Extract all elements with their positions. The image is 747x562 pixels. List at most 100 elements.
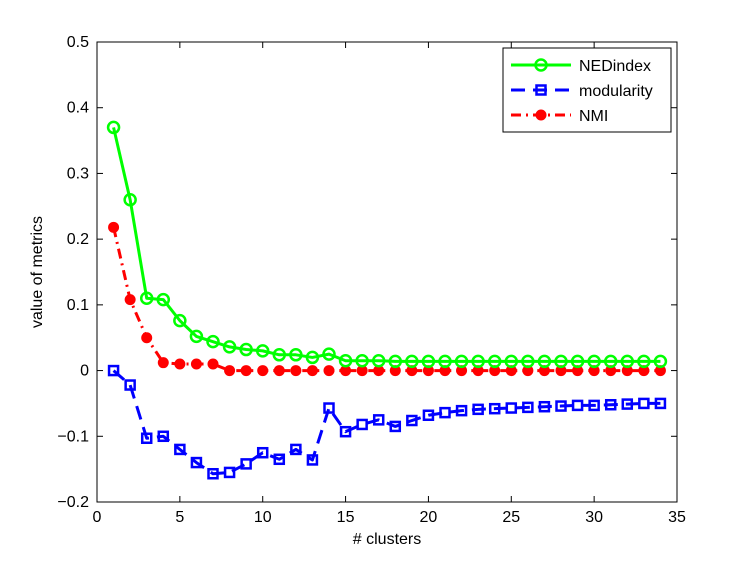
x-tick-label: 10 bbox=[254, 509, 272, 526]
legend-label-nedindex: NEDindex bbox=[579, 58, 651, 75]
y-tick-label: 0.1 bbox=[67, 297, 89, 314]
tick-layer: 0 5 10 15 20 25 30 35 −0.2 −0.1 0 0.1 0.2 0.3 0.4 0.5 bbox=[57, 34, 686, 526]
data-point-modularity bbox=[240, 458, 252, 470]
data-point-nedindex bbox=[603, 354, 618, 369]
series-line-modularity bbox=[112, 369, 661, 476]
data-point-nmi bbox=[638, 365, 650, 377]
x-tick-label: 20 bbox=[420, 509, 438, 526]
data-point-modularity bbox=[505, 402, 518, 414]
data-point-nedindex bbox=[504, 354, 519, 369]
data-point-modularity bbox=[488, 402, 501, 415]
series-nmi bbox=[108, 221, 666, 377]
data-point-nedindex bbox=[388, 354, 403, 369]
data-point-nedindex bbox=[173, 313, 187, 328]
data-point-modularity bbox=[422, 409, 435, 422]
series-nedindex bbox=[106, 120, 668, 369]
data-point-nmi bbox=[224, 365, 236, 377]
data-point-nmi bbox=[538, 365, 550, 377]
data-point-modularity bbox=[290, 443, 302, 456]
data-point-nmi bbox=[605, 365, 617, 377]
series-modularity bbox=[107, 364, 667, 480]
data-point-modularity bbox=[654, 397, 667, 410]
y-tick-label: −0.2 bbox=[57, 494, 89, 511]
y-tick-label: 0.5 bbox=[67, 34, 89, 51]
data-point-modularity bbox=[124, 379, 136, 391]
data-point-nedindex bbox=[371, 353, 386, 368]
data-point-nmi bbox=[422, 365, 434, 377]
data-point-modularity bbox=[638, 397, 650, 410]
data-point-nedindex bbox=[289, 348, 303, 362]
plot-frame bbox=[96, 41, 678, 503]
data-point-modularity bbox=[522, 401, 534, 414]
data-point-modularity bbox=[538, 400, 551, 413]
data-point-nedindex bbox=[587, 354, 601, 369]
data-point-nedindex bbox=[123, 192, 137, 207]
data-point-nmi bbox=[240, 365, 252, 377]
y-axis-label: value of metrics bbox=[29, 216, 46, 328]
data-point-nmi bbox=[190, 358, 202, 370]
data-point-modularity bbox=[621, 398, 634, 410]
data-point-nedindex bbox=[405, 354, 419, 369]
data-point-nmi bbox=[572, 365, 584, 377]
data-point-nmi bbox=[157, 357, 169, 369]
y-tick-label: −0.1 bbox=[57, 428, 89, 445]
data-point-modularity bbox=[439, 406, 451, 419]
x-tick-label: 0 bbox=[93, 509, 102, 526]
x-tick-label: 35 bbox=[668, 509, 686, 526]
data-point-nmi bbox=[207, 358, 219, 370]
data-point-nedindex bbox=[570, 354, 585, 369]
data-point-modularity bbox=[372, 414, 385, 426]
data-point-nmi bbox=[522, 365, 534, 377]
x-tick-label: 25 bbox=[502, 509, 520, 526]
legend-label-modularity: modularity bbox=[579, 83, 653, 100]
data-point-modularity bbox=[190, 456, 203, 469]
legend-marker-modularity bbox=[535, 84, 547, 96]
x-tick-label: 30 bbox=[585, 509, 603, 526]
data-point-nedindex bbox=[537, 354, 552, 369]
y-tick-label: 0.4 bbox=[67, 100, 89, 117]
data-point-nmi bbox=[489, 365, 501, 377]
data-point-nedindex bbox=[239, 342, 253, 357]
data-point-nmi bbox=[505, 365, 517, 377]
data-point-nmi bbox=[306, 365, 318, 377]
data-point-nedindex bbox=[438, 354, 452, 369]
data-point-nmi bbox=[108, 221, 120, 233]
data-point-nedindex bbox=[487, 354, 502, 369]
legend-label-nmi: NMI bbox=[579, 108, 608, 125]
data-point-nedindex bbox=[222, 340, 237, 354]
data-point-modularity bbox=[323, 402, 335, 414]
data-point-nmi bbox=[257, 365, 269, 377]
x-tick-label: 5 bbox=[175, 509, 184, 526]
data-point-nedindex bbox=[272, 348, 287, 362]
y-tick-label: 0.2 bbox=[67, 231, 89, 248]
legend-box bbox=[502, 47, 672, 133]
data-point-modularity bbox=[256, 446, 269, 459]
data-point-nedindex bbox=[620, 354, 635, 369]
data-point-modularity bbox=[406, 414, 418, 427]
data-point-modularity bbox=[472, 403, 484, 416]
data-point-nmi bbox=[273, 365, 285, 377]
data-point-nedindex bbox=[554, 354, 568, 369]
data-point-modularity bbox=[555, 400, 567, 412]
data-point-nmi bbox=[174, 358, 186, 370]
data-point-modularity bbox=[339, 425, 352, 438]
data-point-nmi bbox=[389, 365, 401, 377]
data-point-nedindex bbox=[255, 344, 270, 358]
data-point-nedindex bbox=[355, 353, 369, 368]
data-point-modularity bbox=[604, 398, 617, 411]
data-point-nmi bbox=[406, 365, 418, 377]
data-point-nedindex bbox=[421, 354, 436, 369]
data-point-nedindex bbox=[454, 354, 469, 369]
data-point-nedindex bbox=[653, 354, 668, 369]
data-point-modularity bbox=[223, 466, 236, 479]
data-point-nmi bbox=[588, 365, 600, 377]
data-point-modularity bbox=[571, 399, 584, 412]
data-point-modularity bbox=[107, 364, 120, 377]
data-point-modularity bbox=[356, 418, 368, 431]
data-point-nedindex bbox=[206, 334, 220, 349]
series-line-nedindex bbox=[112, 127, 661, 363]
data-point-nedindex bbox=[156, 292, 171, 307]
series-line-nmi bbox=[112, 226, 661, 373]
data-point-nedindex bbox=[521, 354, 535, 369]
data-point-modularity bbox=[389, 420, 402, 433]
